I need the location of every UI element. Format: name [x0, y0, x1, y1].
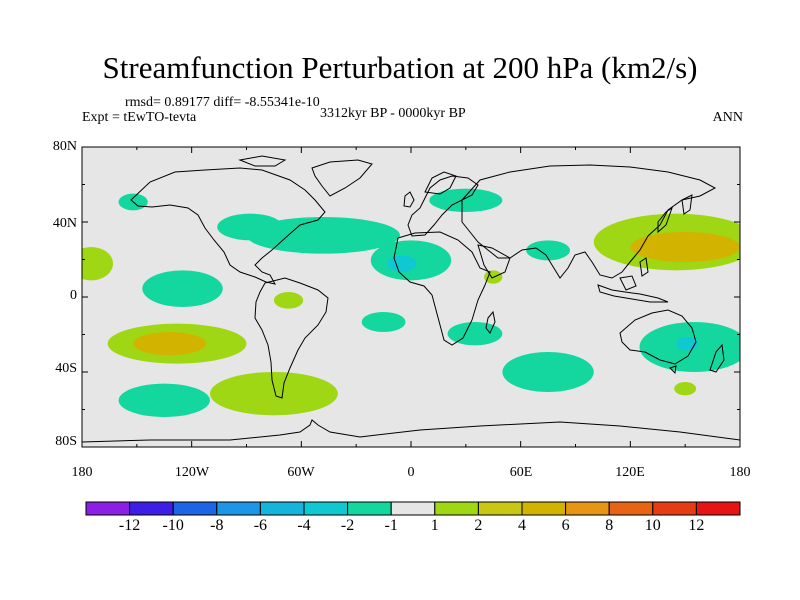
coast-south-america: [254, 277, 329, 399]
colorbar-swatch: [652, 501, 697, 516]
anomaly-s-pacific-core: [133, 332, 207, 356]
y-label-80s: 80S: [55, 434, 77, 449]
anomaly-s-africa: [447, 322, 503, 346]
coast-australia: [619, 309, 697, 365]
colorbar-swatch: [434, 501, 479, 516]
colorbar-label: -6: [253, 517, 268, 534]
colorbar-swatch: [565, 501, 610, 516]
colorbar-label: -4: [297, 517, 311, 534]
coast-greenland: [311, 159, 373, 197]
coast-scandinavia: [424, 171, 457, 195]
y-label-80n: 80N: [52, 139, 77, 154]
coast-japan: [657, 206, 673, 234]
colorbar-label: -8: [210, 517, 224, 534]
colorbar-swatch: [259, 501, 305, 516]
colorbar-swatch: [608, 501, 654, 516]
coast-borneo: [619, 275, 637, 291]
colorbar-swatch: [477, 501, 523, 516]
coast-kamchatka: [681, 194, 693, 215]
coast-north-america: [130, 167, 326, 285]
stats-text: rmsd= 0.89177 diff= -8.55341e-10: [125, 95, 320, 110]
anomaly-tropical-atlantic: [361, 312, 406, 332]
y-label-0: 0: [70, 288, 77, 303]
colorbar-swatch: [85, 501, 131, 516]
colorbar-label: 10: [644, 517, 661, 534]
colorbar-swatch: [172, 501, 218, 516]
x-label-180e: 180: [729, 465, 751, 480]
anomaly-sahara-core: [387, 255, 417, 272]
colorbar-label: 2: [474, 517, 483, 534]
colorbar-label: 8: [605, 517, 614, 534]
x-label-60w: 60W: [287, 465, 315, 480]
x-label-180w: 180: [71, 465, 93, 480]
anomaly-n-america-atlantic: [246, 217, 401, 254]
coast-tasmania: [669, 365, 677, 375]
coast-indonesia: [597, 284, 669, 303]
colorbar-label: -2: [340, 517, 355, 534]
colorbar-label: 4: [518, 517, 526, 534]
coast-philippines: [639, 257, 649, 277]
coast-asia: [461, 164, 717, 279]
colorbar-swatch: [521, 501, 567, 516]
experiment-label: Expt = tEwTO-tevta: [82, 110, 197, 125]
map-title: Streamfunction Perturbation at 200 hPa (…: [102, 50, 698, 85]
anomaly-s-indian-ocean: [502, 352, 594, 392]
coast-europe: [407, 175, 479, 237]
anomaly-nw-pacific-core: [630, 232, 740, 262]
colorbar-label: -1: [384, 517, 398, 534]
colorbar-label: -10: [162, 517, 184, 534]
x-label-0: 0: [407, 465, 415, 480]
anomaly-india: [526, 240, 571, 261]
anomaly-s-america-south: [209, 372, 338, 416]
anomaly-e-pacific: [142, 270, 223, 307]
colorbar-swatch: [216, 501, 261, 516]
anomaly-s-pacific-west: [674, 382, 697, 396]
colorbar-swatch: [303, 501, 349, 516]
colorbar: [85, 501, 741, 516]
coast-canadian-islands: [238, 155, 287, 167]
anomaly-australia-core: [676, 337, 698, 351]
y-label-40s: 40S: [55, 361, 77, 376]
anomaly-europe: [429, 188, 503, 212]
season-label: ANN: [712, 110, 743, 125]
axis-ticks: [81, 146, 741, 448]
x-label-120w: 120W: [174, 465, 210, 480]
anomaly-s-america-tropics: [273, 292, 304, 309]
coast-africa: [393, 231, 491, 346]
anomaly-layer: [82, 188, 740, 418]
period-label: 3312kyr BP - 0000kyr BP: [320, 106, 466, 121]
coast-britain: [403, 191, 415, 208]
colorbar-swatch: [129, 501, 174, 516]
colorbar-swatch: [347, 501, 392, 516]
coast-new-zealand: [709, 343, 725, 373]
colorbar-label: 6: [561, 517, 570, 534]
colorbar-label: 12: [688, 517, 705, 534]
colorbar-label: -12: [118, 517, 141, 534]
coastline-layer: [82, 155, 740, 443]
anomaly-n-pacific-east: [82, 247, 114, 281]
anomaly-s-pacific-south: [118, 383, 210, 418]
colorbar-swatch: [695, 501, 741, 516]
x-label-60e: 60E: [509, 465, 533, 480]
coast-madagascar: [485, 310, 496, 334]
coast-antarctica: [82, 419, 740, 443]
x-label-120e: 120E: [615, 465, 645, 480]
coast-arabia: [477, 244, 511, 279]
colorbar-label: 1: [430, 517, 439, 534]
colorbar-swatch: [390, 501, 436, 516]
anomaly-n-america-west: [217, 213, 284, 241]
y-label-40n: 40N: [52, 216, 77, 231]
